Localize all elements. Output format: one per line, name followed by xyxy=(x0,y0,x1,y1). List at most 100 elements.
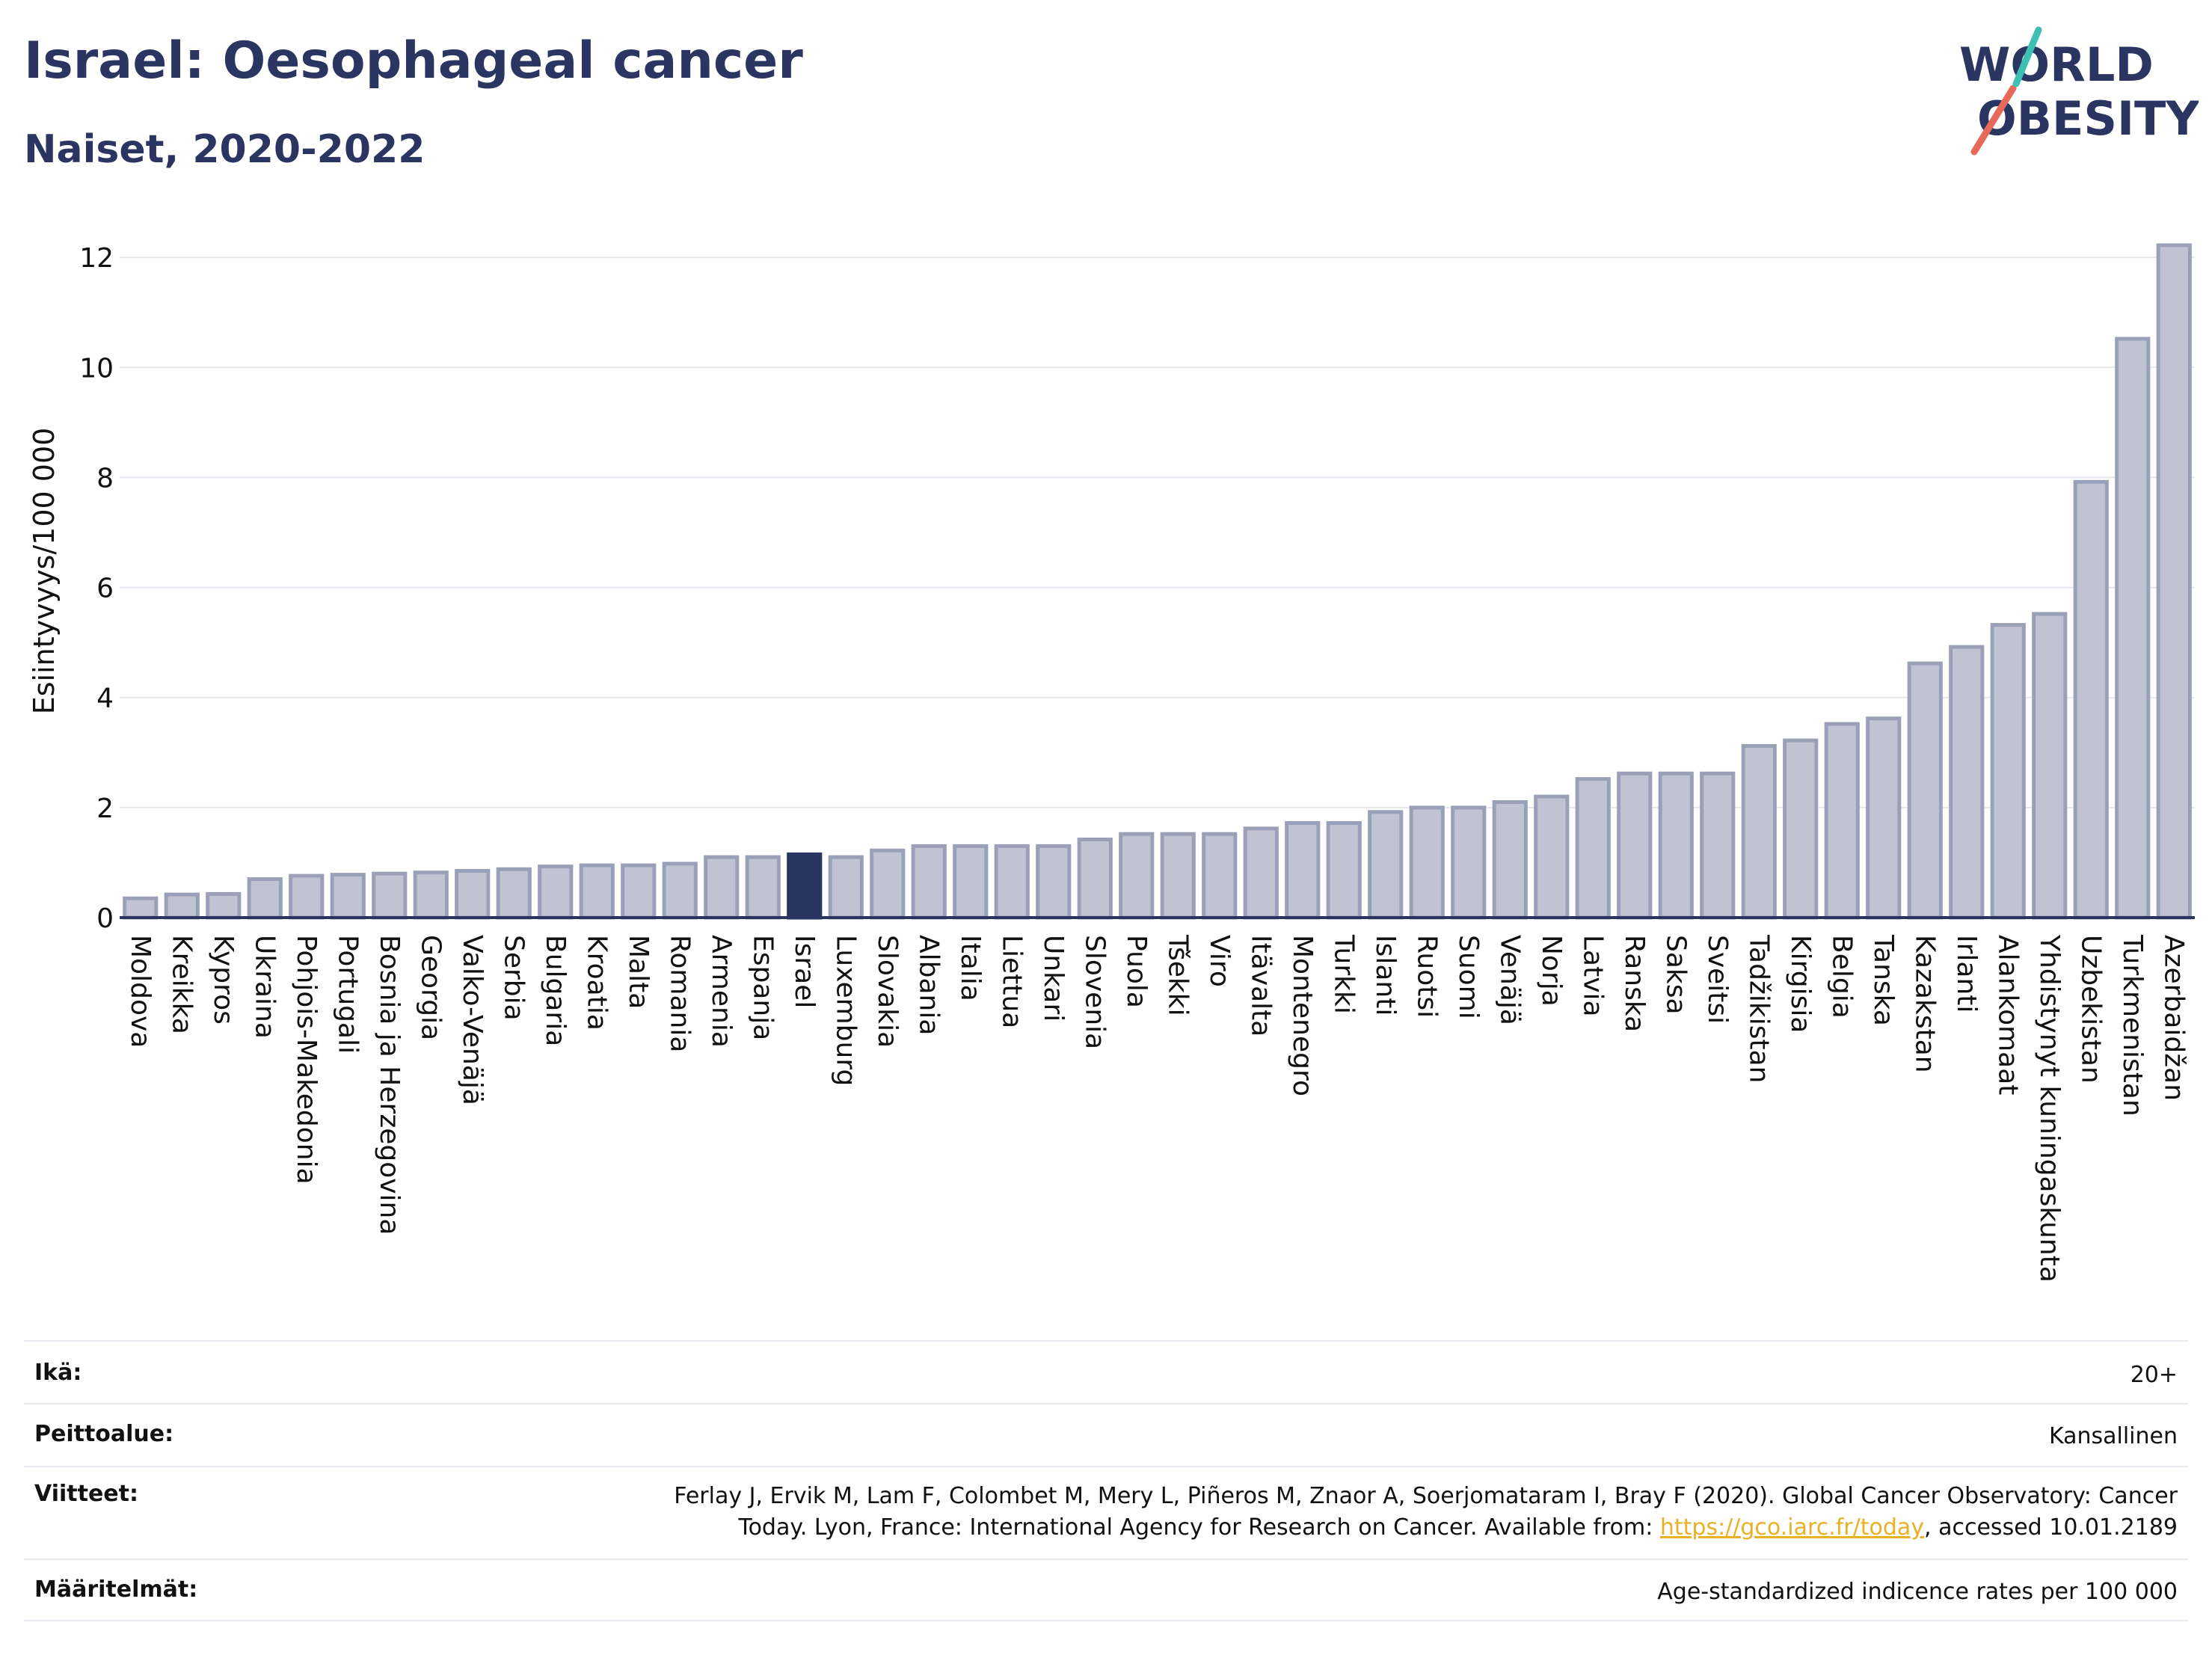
x-tick-label: Kroatia xyxy=(581,935,612,1031)
y-tick-label: 0 xyxy=(96,903,114,934)
x-tick-label: Bulgaria xyxy=(540,935,571,1046)
chart-subtitle: Naiset, 2020-2022 xyxy=(24,127,425,172)
bar-irlanti xyxy=(1949,645,1985,920)
bar-kazakstan xyxy=(1907,661,1943,920)
x-tick-label: Alankomaat xyxy=(1992,935,2023,1095)
logo-line-1: WORLD xyxy=(1959,37,2154,92)
y-tick-label: 12 xyxy=(79,243,114,274)
bar-chart: 0 2 4 6 8 10 12 Moldova Kreikka Kypros Ukraina Poh… xyxy=(28,243,2195,1283)
chart-title: Israel: Oesophageal cancer xyxy=(24,31,803,90)
references-accessed: , accessed 10.01.2189 xyxy=(1924,1514,2178,1541)
x-tick-label: Norja xyxy=(1536,935,1567,1007)
x-tick-label: Moldova xyxy=(125,935,156,1048)
bar-tad-ikistan xyxy=(1741,743,1777,920)
bar-belgia xyxy=(1824,722,1860,920)
bar-israel xyxy=(787,852,823,920)
bar-liettua xyxy=(994,844,1030,920)
x-tick-label: Ukraina xyxy=(249,935,280,1039)
x-tick-label: Portugali xyxy=(332,935,363,1054)
logo-slash-teal xyxy=(2012,26,2042,87)
x-tick-label: Kypros xyxy=(208,935,239,1025)
bar-armenia xyxy=(704,855,740,920)
x-tick-label: Venäjä xyxy=(1494,935,1525,1025)
definitions-value: Age-standardized indicence rates per 100… xyxy=(1657,1579,2178,1605)
x-tick-label: Tšekki xyxy=(1162,934,1193,1016)
info-table: Ikä: 20+ Peittoalue: Kansallinen Viittee… xyxy=(24,1340,2188,1621)
x-tick-label: Belgia xyxy=(1826,935,1857,1019)
x-tick-label: Armenia xyxy=(706,935,737,1048)
bar-albania xyxy=(911,844,947,920)
x-tick-label: Unkari xyxy=(1038,935,1069,1022)
x-tick-label: Turkki xyxy=(1328,934,1359,1014)
references-label: Viitteet: xyxy=(34,1481,138,1507)
bar-kroatia xyxy=(579,863,615,920)
x-tick-label: Irlanti xyxy=(1951,935,1982,1013)
coverage-value: Kansallinen xyxy=(2048,1423,2178,1449)
x-tick-label: Viro xyxy=(1204,935,1235,987)
references-link[interactable]: https://gco.iarc.fr/today xyxy=(1659,1514,1925,1541)
x-tick-label: Tadžikistan xyxy=(1743,934,1774,1083)
bar-turkmenistan xyxy=(2115,337,2151,920)
age-row: Ikä: 20+ xyxy=(24,1340,2188,1403)
bar-slovakia xyxy=(870,848,906,920)
references-line-1: Ferlay J, Ervik M, Lam F, Colombet M, Me… xyxy=(674,1483,2178,1509)
bar-ven-j- xyxy=(1492,800,1528,920)
y-tick-label: 8 xyxy=(96,463,114,494)
bar-islanti xyxy=(1368,810,1404,920)
bar-ruotsi xyxy=(1409,805,1445,920)
bar-kreikka xyxy=(164,892,200,920)
bar-bosnia-ja-herzegovina xyxy=(372,871,408,920)
bar-georgia xyxy=(413,871,449,920)
bar-slovenia xyxy=(1077,838,1113,920)
bars xyxy=(123,243,2192,920)
bar-ukraina xyxy=(247,877,283,920)
x-tick-label: Suomi xyxy=(1453,935,1484,1019)
references-value: Ferlay J, Ervik M, Lam F, Colombet M, Me… xyxy=(674,1481,2178,1544)
x-tick-label: Luxemburg xyxy=(830,935,861,1086)
x-tick-label: Tanska xyxy=(1868,934,1899,1026)
x-tick-label: Slovakia xyxy=(872,935,903,1048)
references-row: Viitteet: Ferlay J, Ervik M, Lam F, Colo… xyxy=(24,1466,2188,1559)
bar-kypros xyxy=(206,891,242,920)
logo-line-2: OBESITY xyxy=(1977,91,2199,146)
y-axis-ticks: 0 2 4 6 8 10 12 xyxy=(79,243,114,934)
bar-bulgaria xyxy=(538,865,574,920)
x-tick-label: Slovenia xyxy=(1079,935,1110,1049)
x-axis-labels: Moldova Kreikka Kypros Ukraina Pohjois-Maked… xyxy=(125,934,2190,1283)
bar-azerbaid-an xyxy=(2156,243,2192,920)
world-obesity-logo: WORLD OBESITY xyxy=(1959,26,2199,156)
age-label: Ikä: xyxy=(34,1360,82,1386)
y-tick-label: 2 xyxy=(96,793,114,824)
bar-ranska xyxy=(1617,771,1653,920)
bar-italia xyxy=(953,844,989,920)
x-tick-label: Kazakstan xyxy=(1909,935,1940,1073)
bar-malta xyxy=(621,863,657,920)
bar-viro xyxy=(1202,832,1238,920)
bar-turkki xyxy=(1326,820,1362,920)
x-tick-label: Ranska xyxy=(1619,935,1650,1032)
bar-uzbekistan xyxy=(2073,479,2109,920)
x-tick-label: Romania xyxy=(664,935,695,1052)
y-tick-label: 10 xyxy=(79,353,114,384)
x-tick-label: Puola xyxy=(1121,935,1152,1008)
x-tick-label: Espanja xyxy=(747,935,778,1040)
bar-alankomaat xyxy=(1990,623,2026,920)
bar-serbia xyxy=(496,867,532,920)
x-tick-label: Liettua xyxy=(996,935,1027,1028)
x-tick-label: Sveitsi xyxy=(1702,935,1733,1024)
bar-puola xyxy=(1119,832,1155,920)
bar-luxemburg xyxy=(828,855,864,920)
bar-suomi xyxy=(1451,805,1487,920)
x-tick-label: Yhdistynyt kuningaskunta xyxy=(2034,934,2065,1283)
coverage-label: Peittoalue: xyxy=(34,1421,174,1447)
bar-valko-ven-j- xyxy=(455,868,491,920)
bar-it-valta xyxy=(1243,826,1279,920)
bar-portugali xyxy=(330,873,366,920)
bar-latvia xyxy=(1575,777,1611,920)
x-tick-label: Uzbekistan xyxy=(2075,935,2106,1084)
x-tick-label: Pohjois-Makedonia xyxy=(291,935,322,1185)
bar-tanska xyxy=(1866,716,1902,920)
bar-unkari xyxy=(1036,844,1072,920)
bar-sveitsi xyxy=(1700,771,1736,920)
x-tick-label: Azerbaidžan xyxy=(2158,935,2189,1101)
